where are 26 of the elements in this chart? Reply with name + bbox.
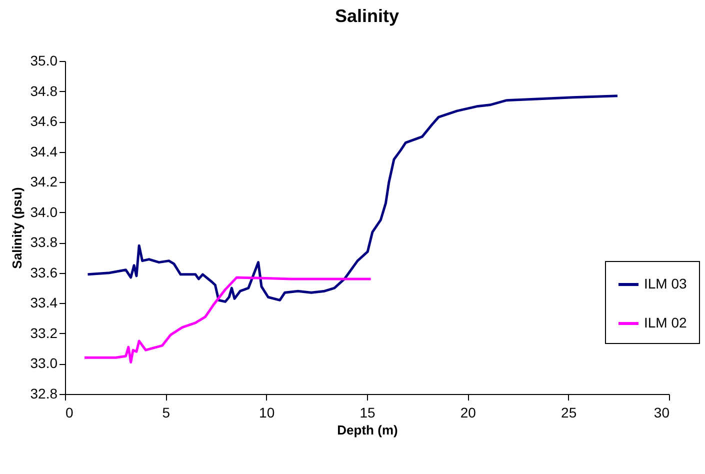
y-tick-label: 33.0 bbox=[30, 355, 58, 372]
y-tick-label: 34.0 bbox=[30, 204, 58, 220]
y-tick-label: 33.8 bbox=[30, 234, 58, 250]
legend-label: ILM 02 bbox=[644, 314, 688, 330]
x-tick-label: 30 bbox=[654, 404, 670, 420]
x-tick-label: 0 bbox=[66, 404, 74, 420]
x-tick-label: 15 bbox=[360, 404, 376, 420]
x-tick-label: 25 bbox=[561, 404, 577, 420]
y-tick-label: 34.2 bbox=[30, 174, 58, 190]
line-series bbox=[83, 276, 372, 364]
x-axis-title: Depth (m) bbox=[337, 422, 398, 438]
y-tick-label: 33.6 bbox=[30, 264, 58, 280]
x-tick-label: 5 bbox=[162, 404, 170, 420]
y-tick-label: 35.0 bbox=[30, 52, 58, 68]
y-tick-label: 33.4 bbox=[30, 294, 58, 311]
legend-label: ILM 03 bbox=[644, 276, 688, 292]
y-tick-label: 33.2 bbox=[30, 324, 58, 341]
line-series bbox=[86, 94, 619, 303]
y-tick-label: 32.8 bbox=[30, 386, 58, 402]
chart-title: Salinity bbox=[334, 6, 400, 26]
y-tick-label: 34.4 bbox=[30, 143, 58, 160]
x-tick-label: 10 bbox=[259, 404, 275, 420]
y-tick-label: 34.8 bbox=[30, 82, 58, 99]
y-tick-label: 34.6 bbox=[30, 113, 58, 130]
y-axis-title: Salinity (psu) bbox=[9, 187, 24, 269]
x-tick-label: 20 bbox=[460, 404, 476, 420]
